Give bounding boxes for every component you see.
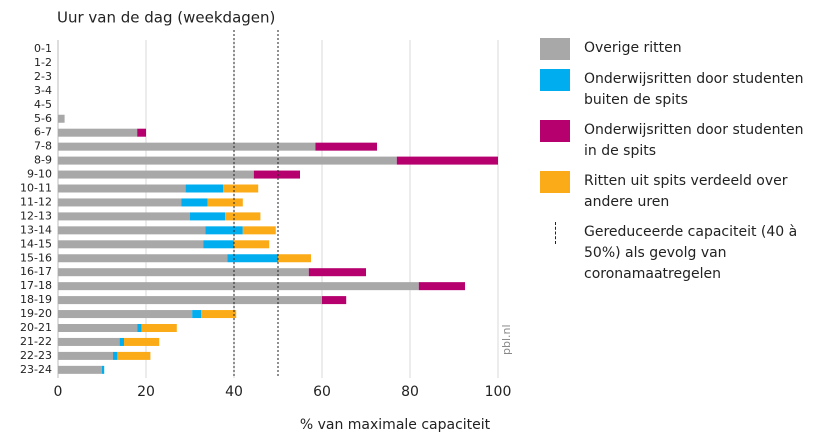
y-tick-label: 5-6 xyxy=(34,112,52,125)
y-tick-label: 10-11 xyxy=(20,182,52,195)
legend-item: Onderwijsritten door studenten buiten de… xyxy=(540,69,810,111)
legend-label: Onderwijsritten door studenten buiten de… xyxy=(584,71,804,108)
bar-segment xyxy=(396,156,498,165)
y-tick-label: 6-7 xyxy=(34,126,52,139)
y-tick-label: 3-4 xyxy=(34,84,52,97)
bar-segment xyxy=(223,184,259,193)
x-tick-label: 20 xyxy=(137,384,155,400)
bar-segment xyxy=(308,268,366,277)
bar-segment xyxy=(58,268,309,277)
legend-label: Gereduceerde capaciteit (40 à 50%) als g… xyxy=(584,224,798,282)
bar-segment xyxy=(137,324,142,332)
bar-segment xyxy=(58,310,193,319)
y-tick-label: 12-13 xyxy=(20,209,52,222)
legend-item: Onderwijsritten door studenten in de spi… xyxy=(540,120,810,162)
y-tick-label: 2-3 xyxy=(34,70,52,83)
chart-title: Uur van de dag (weekdagen) xyxy=(57,9,275,27)
bar-segment xyxy=(58,324,138,332)
y-tick-label: 20-21 xyxy=(20,321,52,334)
y-tick-label: 16-17 xyxy=(20,265,52,278)
x-tick-label: 0 xyxy=(54,384,63,400)
y-tick-label: 14-15 xyxy=(20,237,52,250)
legend-item: Gereduceerde capaciteit (40 à 50%) als g… xyxy=(540,222,810,285)
y-tick-label: 17-18 xyxy=(20,279,52,292)
x-axis-label: % van maximale capaciteit xyxy=(300,417,491,433)
chart: Uur van de dag (weekdagen) % van maximal… xyxy=(20,9,513,434)
bar-segment xyxy=(418,282,465,291)
legend-swatch xyxy=(540,171,570,193)
bar-segment xyxy=(278,254,311,263)
bar-segment xyxy=(119,337,124,346)
bar-segment xyxy=(185,184,223,193)
bar-segment xyxy=(58,170,254,179)
legend: Overige ritten Onderwijsritten door stude… xyxy=(540,38,810,294)
y-tick-label: 22-23 xyxy=(20,349,52,362)
y-tick-label: 1-2 xyxy=(34,56,52,69)
y-tick-label: 8-9 xyxy=(34,154,52,167)
x-tick-label: 80 xyxy=(401,384,419,400)
bar-segment xyxy=(102,365,105,374)
y-tick-label: 9-10 xyxy=(27,168,52,181)
bar-segment xyxy=(227,254,278,263)
x-tick-label: 100 xyxy=(485,384,512,400)
bar-segment xyxy=(322,296,347,305)
bar-segment xyxy=(58,282,419,291)
bar-segment xyxy=(58,184,186,193)
y-tick-label: 4-5 xyxy=(34,98,52,111)
bar-segment xyxy=(58,296,322,305)
x-tick-label: 40 xyxy=(225,384,243,400)
annotation: pbl.nl xyxy=(500,324,513,355)
bar-segment xyxy=(58,226,206,235)
y-tick-label: 18-19 xyxy=(20,293,52,306)
bar-segment xyxy=(242,226,276,235)
legend-swatch xyxy=(540,38,570,60)
bar-segment xyxy=(225,212,261,221)
bar-segment xyxy=(203,240,234,249)
bar-segment xyxy=(190,212,226,221)
bar-segment xyxy=(201,310,237,319)
legend-label: Onderwijsritten door studenten in de spi… xyxy=(584,122,804,159)
bar-segment xyxy=(234,240,270,249)
y-tick-label: 23-24 xyxy=(20,363,52,376)
bar-segment xyxy=(58,128,138,137)
legend-item: Overige ritten xyxy=(540,38,810,60)
bar-segment xyxy=(113,351,118,360)
bar-segment xyxy=(137,128,146,137)
bar-segment xyxy=(181,198,208,207)
y-tick-label: 21-22 xyxy=(20,335,52,348)
x-tick-label: 60 xyxy=(313,384,331,400)
bar-segment xyxy=(58,240,204,249)
bar-segment xyxy=(207,198,243,207)
bar-segment xyxy=(58,254,228,263)
bar-segment xyxy=(58,198,182,207)
bar-segment xyxy=(141,324,177,332)
bar-segment xyxy=(205,226,243,235)
bar-segment xyxy=(253,170,300,179)
legend-swatch xyxy=(540,69,570,91)
bar-segment xyxy=(58,365,102,374)
y-tick-label: 7-8 xyxy=(34,140,52,153)
bar-segment xyxy=(58,156,397,165)
y-tick-label: 11-12 xyxy=(20,195,52,208)
legend-label: Overige ritten xyxy=(584,40,682,56)
y-tick-label: 19-20 xyxy=(20,307,52,320)
dash-line xyxy=(554,222,556,244)
bar-segment xyxy=(58,114,65,123)
bar-segment xyxy=(58,212,190,221)
bar-segment xyxy=(58,142,316,151)
y-tick-label: 0-1 xyxy=(34,42,52,55)
bar-segment xyxy=(58,351,113,360)
legend-swatch xyxy=(540,120,570,142)
bar-segment xyxy=(315,142,377,151)
bar-segment xyxy=(117,351,151,360)
bar-segment xyxy=(192,310,201,319)
legend-label: Ritten uit spits verdeeld over andere ur… xyxy=(584,173,788,210)
y-tick-label: 13-14 xyxy=(20,223,52,236)
y-tick-label: 15-16 xyxy=(20,251,52,264)
bar-segment xyxy=(124,337,160,346)
bar-segment xyxy=(58,337,120,346)
legend-dash xyxy=(540,222,570,244)
legend-item: Ritten uit spits verdeeld over andere ur… xyxy=(540,171,810,213)
